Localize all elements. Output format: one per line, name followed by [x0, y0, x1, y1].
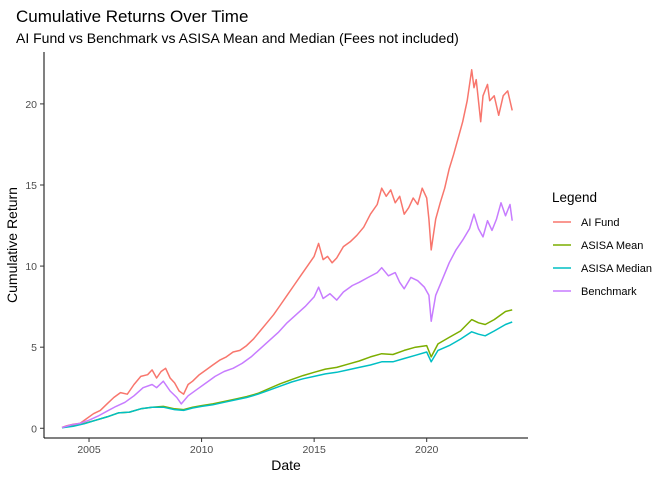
legend-items: AI Fund ASISA Mean ASISA Median Benchmark — [553, 217, 652, 298]
y-tick-label: 20 — [25, 99, 37, 111]
legend-label-ai-fund: AI Fund — [581, 217, 620, 229]
legend-label-asisa-mean: ASISA Mean — [581, 240, 643, 252]
legend: Legend AI Fund ASISA Mean ASISA Median Benc… — [552, 190, 652, 298]
legend-label-asisa-median: ASISA Median — [581, 263, 652, 275]
x-axis-ticks: 2005 2010 2015 2020 — [77, 438, 439, 456]
y-axis-title: Cumulative Return — [4, 187, 20, 303]
series-line-asisa-median — [61, 321, 513, 429]
legend-label-benchmark: Benchmark — [581, 286, 637, 298]
y-axis-ticks: 0 5 10 15 20 — [25, 99, 44, 435]
y-tick-label: 10 — [25, 261, 37, 273]
x-tick-label: 2015 — [302, 444, 326, 456]
series-line-ai-fund — [61, 69, 513, 429]
x-tick-label: 2020 — [415, 444, 439, 456]
legend-title: Legend — [552, 190, 597, 205]
plot-area — [61, 69, 513, 429]
x-tick-label: 2010 — [190, 444, 214, 456]
y-tick-label: 0 — [31, 423, 37, 435]
series-line-asisa-mean — [61, 309, 513, 429]
x-tick-label: 2005 — [77, 444, 101, 456]
y-tick-label: 5 — [31, 342, 37, 354]
x-axis-title: Date — [271, 457, 301, 473]
chart-title: Cumulative Returns Over Time — [16, 7, 248, 26]
y-tick-label: 15 — [25, 180, 37, 192]
series-line-benchmark — [61, 202, 513, 429]
chart-subtitle: AI Fund vs Benchmark vs ASISA Mean and M… — [16, 30, 459, 46]
